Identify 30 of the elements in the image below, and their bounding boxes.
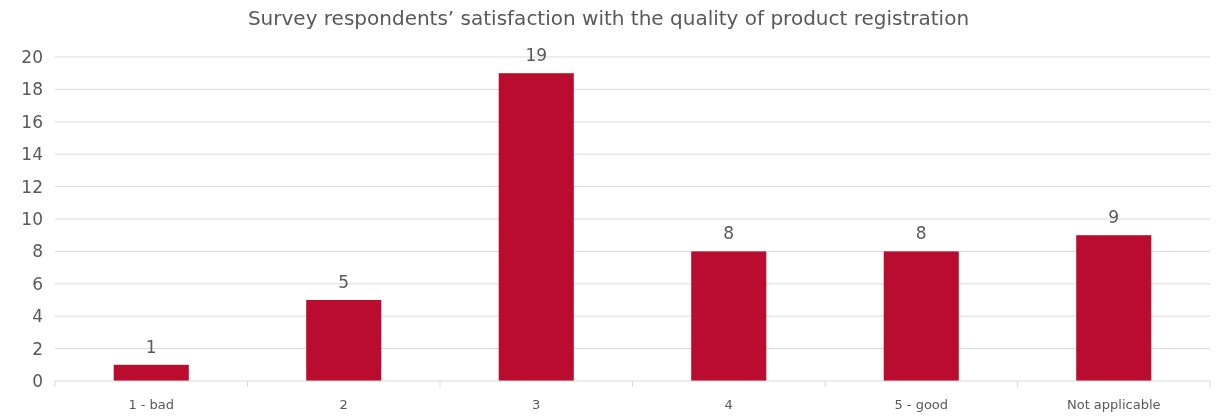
bar	[883, 251, 959, 381]
y-tick-label: 10	[21, 208, 43, 229]
x-tick-label: 4	[724, 397, 733, 412]
bar	[1076, 235, 1152, 381]
y-tick-label: 16	[21, 111, 43, 132]
bar	[306, 300, 382, 381]
y-tick-label: 8	[32, 241, 43, 262]
bar	[498, 73, 574, 381]
bar	[113, 364, 189, 381]
data-label: 8	[915, 223, 927, 244]
y-tick-label: 4	[32, 306, 43, 327]
x-tick-label: 3	[532, 397, 541, 412]
y-tick-label: 20	[21, 46, 43, 67]
y-tick-label: 0	[32, 370, 43, 391]
y-tick-label: 12	[21, 176, 43, 197]
bar	[691, 251, 767, 381]
y-tick-label: 2	[32, 338, 43, 359]
y-tick-label: 14	[21, 144, 43, 165]
y-tick-label: 18	[21, 79, 43, 100]
data-label: 5	[338, 272, 350, 292]
x-tick-label: 1 - bad	[128, 397, 175, 412]
x-tick-label: 5 - good	[894, 397, 949, 412]
chart-title: Survey respondents’ satisfaction with the quality of product registration	[247, 6, 970, 30]
data-label: 19	[525, 45, 548, 66]
y-tick-label: 6	[32, 273, 43, 294]
x-tick-label: Not applicable	[1066, 397, 1161, 412]
data-label: 1	[145, 336, 157, 357]
data-label: 8	[723, 223, 735, 244]
data-label: 9	[1108, 207, 1120, 228]
x-tick-label: 2	[339, 397, 348, 412]
